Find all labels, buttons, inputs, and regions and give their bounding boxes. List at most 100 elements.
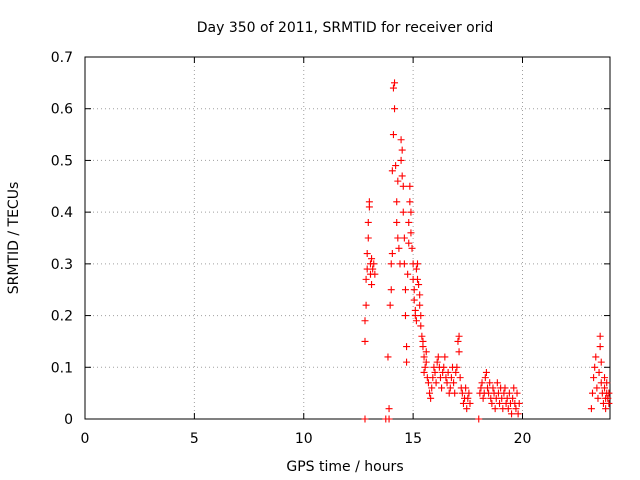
data-point: [361, 317, 369, 325]
data-point: [404, 270, 412, 278]
data-point: [491, 405, 499, 413]
data-point: [401, 286, 409, 294]
data-point: [464, 394, 472, 402]
data-point: [505, 389, 513, 397]
data-point: [512, 405, 520, 413]
data-point: [422, 348, 430, 356]
data-point: [421, 363, 429, 371]
y-tick-label: 0.4: [51, 205, 73, 221]
data-point: [398, 146, 406, 154]
y-axis-label: SRMTID / TECUs: [6, 182, 22, 295]
data-point: [412, 265, 420, 273]
data-point: [391, 105, 399, 113]
data-point: [417, 322, 425, 330]
data-point: [407, 208, 415, 216]
data-point: [389, 131, 397, 139]
data-point: [590, 374, 598, 382]
data-point: [478, 379, 486, 387]
data-point: [446, 384, 454, 392]
data-point: [501, 384, 509, 392]
data-point: [388, 250, 396, 258]
data-point: [466, 399, 474, 407]
data-point: [417, 312, 425, 320]
data-point: [391, 79, 399, 87]
data-point: [443, 379, 451, 387]
data-point: [596, 332, 604, 340]
x-tick-label: 0: [81, 431, 90, 447]
data-point: [426, 389, 434, 397]
data-point: [371, 270, 379, 278]
data-point: [420, 353, 428, 361]
data-point: [456, 374, 464, 382]
data-point: [364, 234, 372, 242]
data-point: [361, 415, 369, 423]
data-point: [368, 255, 376, 263]
data-point: [454, 337, 462, 345]
data-point: [398, 172, 406, 180]
data-point: [414, 275, 421, 283]
data-point: [395, 244, 403, 252]
data-point: [385, 405, 393, 413]
x-tick-label: 20: [514, 431, 532, 447]
data-point: [591, 363, 599, 371]
data-point: [455, 348, 463, 356]
data-point: [363, 250, 371, 258]
data-point: [427, 394, 435, 402]
y-tick-label: 0.5: [51, 153, 73, 169]
data-point: [441, 353, 449, 361]
y-tick-label: 0: [64, 412, 73, 428]
data-point: [444, 368, 452, 376]
data-point: [481, 374, 489, 382]
data-point: [489, 384, 497, 392]
x-tick-label: 5: [190, 431, 199, 447]
data-point: [587, 405, 595, 413]
data-point: [604, 394, 612, 402]
data-point: [362, 275, 370, 283]
data-point: [592, 353, 600, 361]
plot-frame: [84, 56, 611, 420]
data-point: [434, 353, 442, 361]
data-point: [488, 399, 496, 407]
y-tick-label: 0.3: [51, 257, 73, 273]
data-point: [389, 84, 397, 92]
data-point: [593, 384, 601, 392]
y-tick-label: 0.1: [51, 360, 73, 376]
data-point: [601, 384, 609, 392]
data-point: [486, 379, 494, 387]
data-point: [403, 343, 411, 351]
data-point: [429, 374, 437, 382]
data-point: [416, 301, 424, 309]
data-point: [477, 384, 485, 392]
data-point: [433, 358, 441, 366]
data-point: [369, 265, 377, 273]
data-point: [361, 337, 369, 345]
data-point: [508, 410, 516, 418]
data-point: [601, 374, 609, 382]
data-point: [407, 229, 415, 237]
grid-lines: [85, 57, 610, 419]
data-point: [438, 384, 446, 392]
data-point: [370, 260, 378, 268]
data-point: [595, 368, 603, 376]
data-point: [482, 368, 490, 376]
data-point: [424, 379, 432, 387]
data-point: [589, 389, 596, 397]
data-points: [361, 79, 613, 423]
data-point: [459, 399, 467, 407]
data-point: [394, 234, 402, 242]
y-tick-label: 0.2: [51, 309, 73, 325]
data-point: [410, 286, 418, 294]
data-point: [415, 281, 423, 289]
data-point: [479, 394, 487, 402]
data-point: [397, 156, 405, 164]
data-point: [447, 374, 455, 382]
data-point: [400, 260, 408, 268]
data-point: [419, 337, 427, 345]
data-point: [462, 384, 470, 392]
data-point: [406, 198, 414, 206]
data-point: [463, 405, 471, 413]
data-point: [458, 389, 466, 397]
data-point: [392, 162, 400, 170]
data-point: [408, 244, 416, 252]
